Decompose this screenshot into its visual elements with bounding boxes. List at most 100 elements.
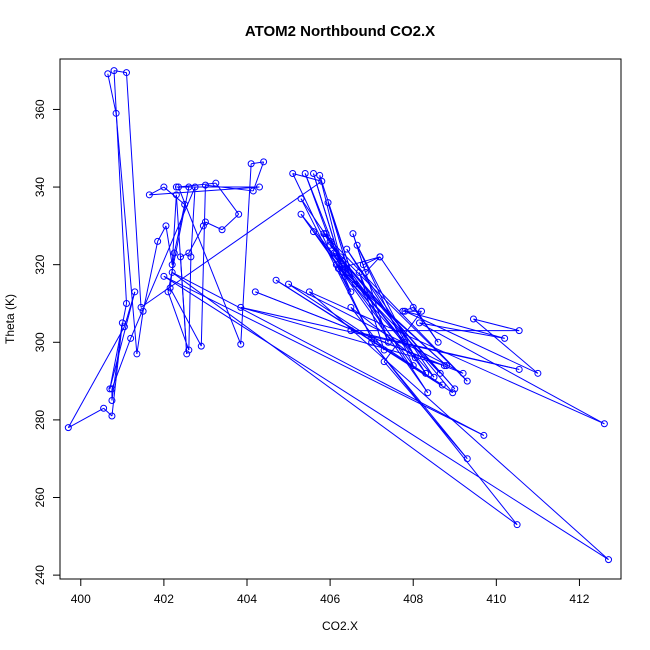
y-tick-label: 360 [33, 99, 47, 119]
x-tick-label: 404 [237, 592, 257, 606]
data-point [201, 218, 209, 226]
data-point [339, 265, 347, 273]
data-point [449, 389, 457, 397]
data-point [309, 228, 317, 236]
data-point [181, 201, 189, 209]
series-line-segment [171, 194, 177, 265]
series-layer [64, 67, 613, 564]
data-point [326, 241, 334, 249]
series-line-segment [149, 186, 260, 196]
data-point [139, 307, 147, 315]
data-point [118, 319, 126, 327]
data-point [347, 327, 355, 335]
data-point [341, 272, 349, 280]
series-line-segment [180, 252, 190, 258]
data-point [64, 424, 72, 432]
series-line-segment [251, 161, 264, 165]
data-point [409, 303, 417, 311]
data-point [137, 303, 145, 311]
data-point [440, 362, 448, 370]
series-line-segment [111, 322, 123, 417]
y-axis-label: Theta (K) [3, 294, 17, 344]
series-line-segment [337, 268, 352, 293]
data-point [324, 199, 332, 207]
series-line-segment [115, 113, 138, 354]
data-point [162, 222, 170, 230]
data-point [436, 369, 444, 377]
data-point [349, 230, 357, 238]
data-point [501, 334, 509, 342]
data-point [218, 226, 226, 234]
data-point [187, 253, 195, 261]
series-line-segment [109, 291, 136, 389]
data-point [605, 556, 613, 564]
data-point [168, 268, 176, 276]
y-tick-label: 320 [33, 254, 47, 274]
series-line-segment [169, 287, 202, 347]
data-point [534, 369, 542, 377]
data-point [415, 319, 423, 327]
data-point [120, 323, 128, 331]
data-point [332, 249, 340, 257]
series-line-segment [300, 213, 429, 394]
data-point [359, 261, 367, 269]
data-point [334, 265, 342, 273]
data-point [127, 334, 135, 342]
series-line-segment [342, 260, 454, 394]
data-point [339, 257, 347, 265]
series-line-segment [163, 275, 609, 561]
series-line-segment [404, 310, 539, 374]
data-point [235, 210, 243, 218]
data-point [160, 272, 168, 280]
data-point [309, 169, 317, 177]
series-line-segment [125, 72, 142, 308]
data-point [164, 288, 172, 296]
data-point [297, 195, 305, 203]
data-point [380, 358, 388, 366]
data-point [399, 307, 407, 315]
data-point [285, 280, 293, 288]
data-point [122, 69, 130, 77]
series-line-segment [140, 180, 323, 308]
series-line-segment [171, 271, 485, 436]
series-line-segment [240, 306, 445, 367]
series-line-segment [419, 322, 605, 425]
series-line-segment [136, 311, 144, 354]
data-point [185, 249, 193, 257]
data-point [170, 249, 178, 257]
data-point [332, 261, 340, 269]
data-point [384, 338, 392, 346]
data-point [212, 179, 220, 187]
data-point [199, 222, 207, 230]
chart-title: ATOM2 Northbound CO2.X [245, 23, 435, 40]
data-point [376, 253, 384, 261]
series-line-segment [383, 361, 468, 460]
y-tick-label: 300 [33, 332, 47, 352]
data-point [418, 307, 426, 315]
data-point [330, 249, 338, 257]
series-line-segment [365, 256, 381, 273]
data-point [237, 303, 245, 311]
data-point [438, 381, 446, 389]
series-line-segment [404, 310, 505, 339]
data-point [237, 340, 245, 348]
series-line-segment [190, 187, 196, 257]
data-point [469, 315, 477, 323]
data-point [172, 191, 180, 199]
series-line-segment [300, 198, 331, 242]
series-line-segment [167, 186, 190, 292]
data-point [368, 338, 376, 346]
series-line-segment [252, 161, 265, 192]
data-point [411, 354, 419, 362]
series-line-segment [171, 272, 518, 526]
data-point [480, 431, 488, 439]
series-line-segment [240, 163, 252, 345]
data-point [343, 245, 351, 253]
plot-frame [59, 58, 622, 580]
data-point [168, 261, 176, 269]
x-tick-label: 406 [320, 592, 340, 606]
data-point [353, 241, 361, 249]
data-point [434, 338, 442, 346]
data-point [201, 181, 209, 189]
data-point [513, 521, 521, 529]
